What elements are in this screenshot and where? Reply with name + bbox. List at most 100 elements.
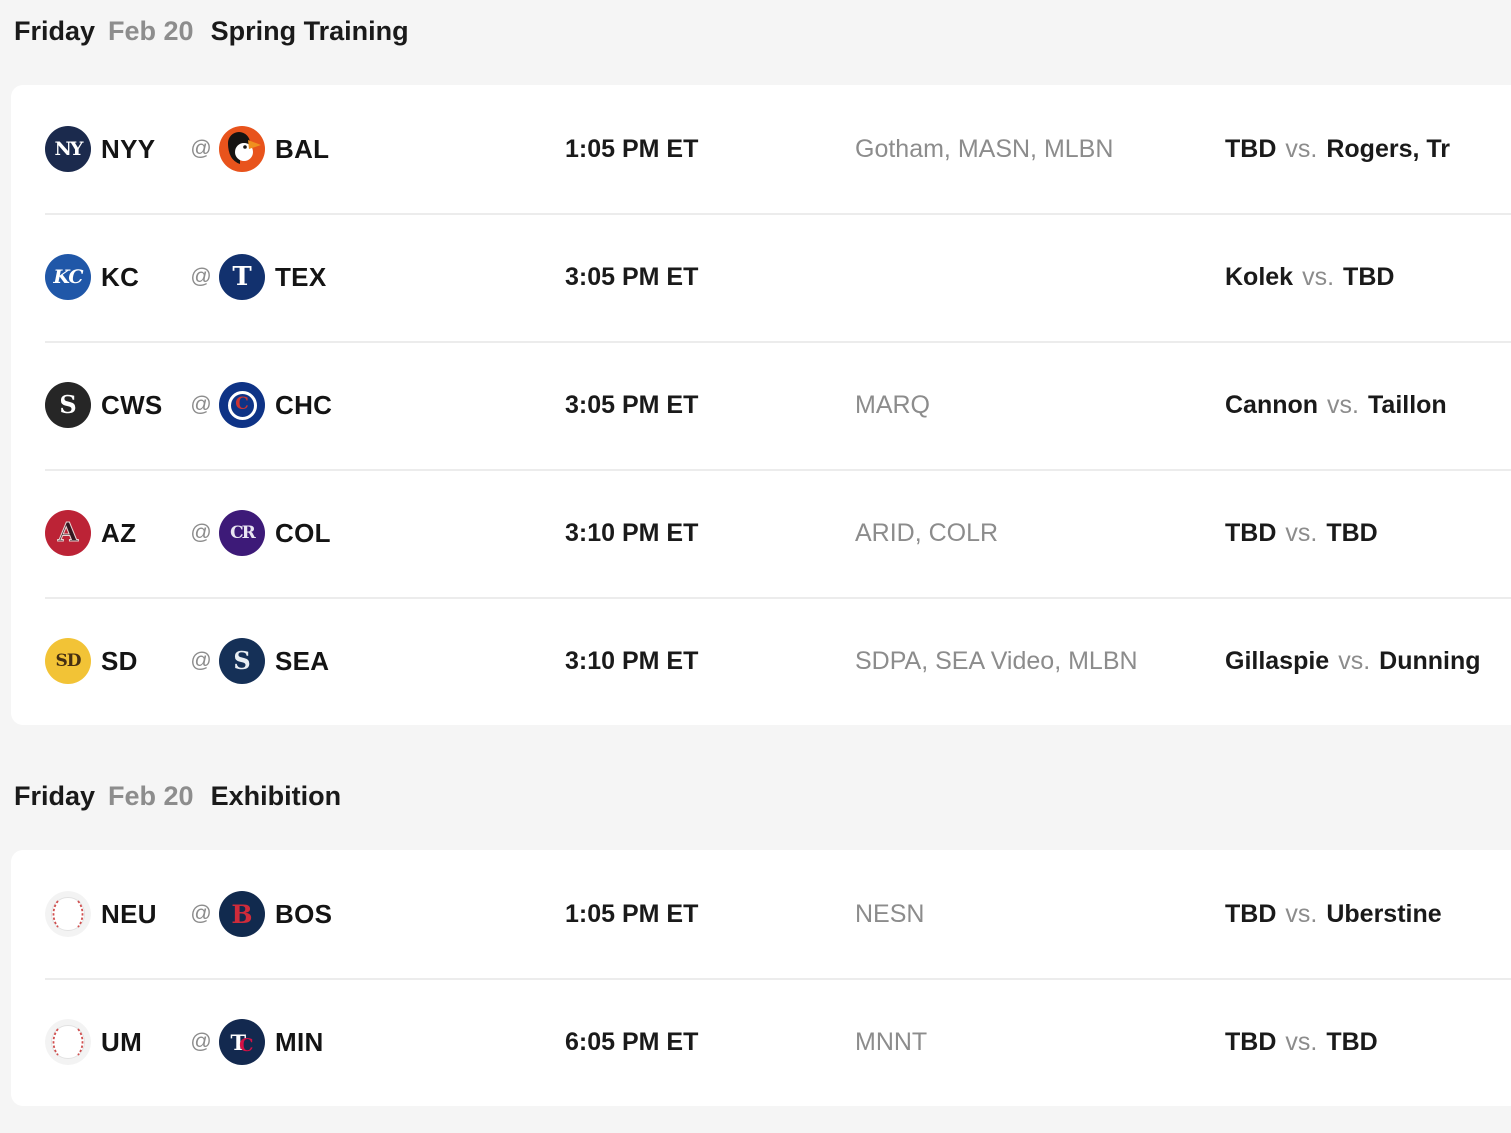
- away-team[interactable]: KC KC: [45, 254, 183, 300]
- game-time: 1:05 PM ET: [565, 899, 699, 928]
- away-team-abbr: AZ: [101, 517, 137, 548]
- away-pitcher: TBD: [1225, 134, 1277, 163]
- away-team-abbr: UM: [101, 1026, 143, 1057]
- probable-pitchers: Gillaspie vs. Dunning: [1225, 647, 1511, 676]
- team-logo-chc-icon: C: [219, 382, 265, 428]
- probable-pitchers: TBD vs. Uberstine: [1225, 900, 1511, 929]
- schedule-date-header: Friday Feb 20 Spring Training: [0, 0, 1511, 48]
- probable-pitchers: Kolek vs. TBD: [1225, 263, 1511, 292]
- at-symbol: @: [190, 521, 212, 544]
- home-pitcher: Dunning: [1379, 646, 1481, 675]
- away-pitcher: Gillaspie: [1225, 646, 1330, 675]
- matchup: NEU @ B BOS: [11, 891, 565, 937]
- vs-label: vs.: [1338, 646, 1371, 675]
- away-team[interactable]: S CWS: [45, 382, 183, 428]
- baseball-icon: [45, 891, 91, 937]
- home-team-abbr: TEX: [275, 261, 327, 292]
- game-time: 3:10 PM ET: [565, 646, 699, 675]
- home-pitcher: Uberstine: [1326, 899, 1442, 928]
- probable-pitchers: TBD vs. Rogers, Tr: [1225, 135, 1511, 164]
- vs-label: vs.: [1327, 390, 1359, 419]
- at-symbol: @: [190, 1030, 212, 1053]
- home-pitcher: TBD: [1343, 262, 1395, 291]
- game-row[interactable]: NEU @ B BOS 1:05 PM ET NESN TBD vs. Uberst…: [11, 850, 1511, 978]
- away-pitcher: Cannon: [1225, 390, 1319, 419]
- at-symbol: @: [190, 649, 212, 672]
- home-team[interactable]: C CHC: [219, 382, 332, 428]
- home-pitcher: Taillon: [1368, 390, 1447, 419]
- game-row[interactable]: SD SD @ S SEA 3:10 PM ET SDPA, SEA Video…: [11, 597, 1511, 725]
- home-team[interactable]: BAL: [219, 126, 329, 172]
- at-symbol: @: [190, 393, 212, 416]
- broadcast-networks: NESN: [855, 899, 925, 928]
- home-team[interactable]: T TEX: [219, 254, 326, 300]
- team-logo-bos-icon: B: [219, 891, 265, 937]
- at-symbol: @: [190, 265, 212, 288]
- at-symbol: @: [190, 902, 212, 925]
- team-logo-cws-icon: S: [45, 382, 91, 428]
- game-row[interactable]: A AZ @ CR COL 3:10 PM ET ARID, COLR TBD v…: [11, 469, 1511, 597]
- home-team[interactable]: B BOS: [219, 891, 332, 937]
- away-team[interactable]: NY NYY: [45, 126, 183, 172]
- probable-pitchers: TBD vs. TBD: [1225, 1028, 1511, 1057]
- team-logo-kc-icon: KC: [45, 254, 91, 300]
- game-time: 1:05 PM ET: [565, 134, 699, 163]
- vs-label: vs.: [1285, 518, 1318, 547]
- header-game-type: Exhibition: [210, 781, 342, 811]
- header-date: Feb 20: [108, 781, 194, 811]
- away-team[interactable]: SD SD: [45, 638, 183, 684]
- home-team-abbr: SEA: [275, 645, 330, 676]
- home-pitcher: Rogers, Tr: [1326, 134, 1450, 163]
- game-time: 3:10 PM ET: [565, 518, 699, 547]
- home-team[interactable]: CR COL: [219, 510, 331, 556]
- home-team-abbr: COL: [275, 517, 331, 548]
- team-logo-az-icon: A: [45, 510, 91, 556]
- broadcast-networks: SDPA, SEA Video, MLBN: [855, 646, 1138, 675]
- vs-label: vs.: [1302, 262, 1335, 291]
- home-pitcher: TBD: [1326, 1027, 1378, 1056]
- away-pitcher: TBD: [1225, 518, 1277, 547]
- team-logo-tex-icon: T: [219, 254, 265, 300]
- away-team-abbr: NYY: [101, 133, 156, 164]
- header-game-type: Spring Training: [210, 16, 409, 46]
- game-time: 6:05 PM ET: [565, 1027, 699, 1056]
- team-logo-col-icon: CR: [219, 510, 265, 556]
- away-pitcher: Kolek: [1225, 262, 1294, 291]
- away-team-abbr: CWS: [101, 389, 163, 420]
- matchup: KC KC @ T TEX: [11, 254, 565, 300]
- home-team-abbr: CHC: [275, 389, 333, 420]
- home-team-abbr: MIN: [275, 1026, 324, 1057]
- matchup: S CWS @ C CHC: [11, 382, 565, 428]
- at-symbol: @: [190, 137, 212, 160]
- matchup: NY NYY @ BAL: [11, 126, 565, 172]
- team-logo-sea-icon: S: [219, 638, 265, 684]
- home-team-abbr: BOS: [275, 898, 333, 929]
- baseball-icon: [45, 1019, 91, 1065]
- matchup: SD SD @ S SEA: [11, 638, 565, 684]
- game-time: 3:05 PM ET: [565, 262, 699, 291]
- home-team-abbr: BAL: [275, 133, 330, 164]
- team-logo-nyy-icon: NY: [45, 126, 91, 172]
- away-team-abbr: NEU: [101, 898, 157, 929]
- games-card: NY NYY @ BAL 1:05 PM ET Gotham, MASN, ML…: [11, 85, 1511, 725]
- home-team[interactable]: S SEA: [219, 638, 329, 684]
- matchup: A AZ @ CR COL: [11, 510, 565, 556]
- game-row[interactable]: S CWS @ C CHC 3:05 PM ET MARQ Cannon vs. T…: [11, 341, 1511, 469]
- away-pitcher: TBD: [1225, 899, 1277, 928]
- vs-label: vs.: [1285, 899, 1318, 928]
- game-row[interactable]: KC KC @ T TEX 3:05 PM ET Kolek vs. TBD: [11, 213, 1511, 341]
- probable-pitchers: Cannon vs. Taillon: [1225, 391, 1511, 420]
- game-row[interactable]: NY NYY @ BAL 1:05 PM ET Gotham, MASN, ML…: [11, 85, 1511, 213]
- team-logo-bal-icon: [219, 126, 265, 172]
- probable-pitchers: TBD vs. TBD: [1225, 519, 1511, 548]
- away-team[interactable]: NEU: [45, 891, 183, 937]
- home-pitcher: TBD: [1326, 518, 1378, 547]
- vs-label: vs.: [1285, 134, 1318, 163]
- vs-label: vs.: [1285, 1027, 1318, 1056]
- away-team[interactable]: A AZ: [45, 510, 183, 556]
- away-team[interactable]: UM: [45, 1019, 183, 1065]
- broadcast-networks: MNNT: [855, 1027, 928, 1056]
